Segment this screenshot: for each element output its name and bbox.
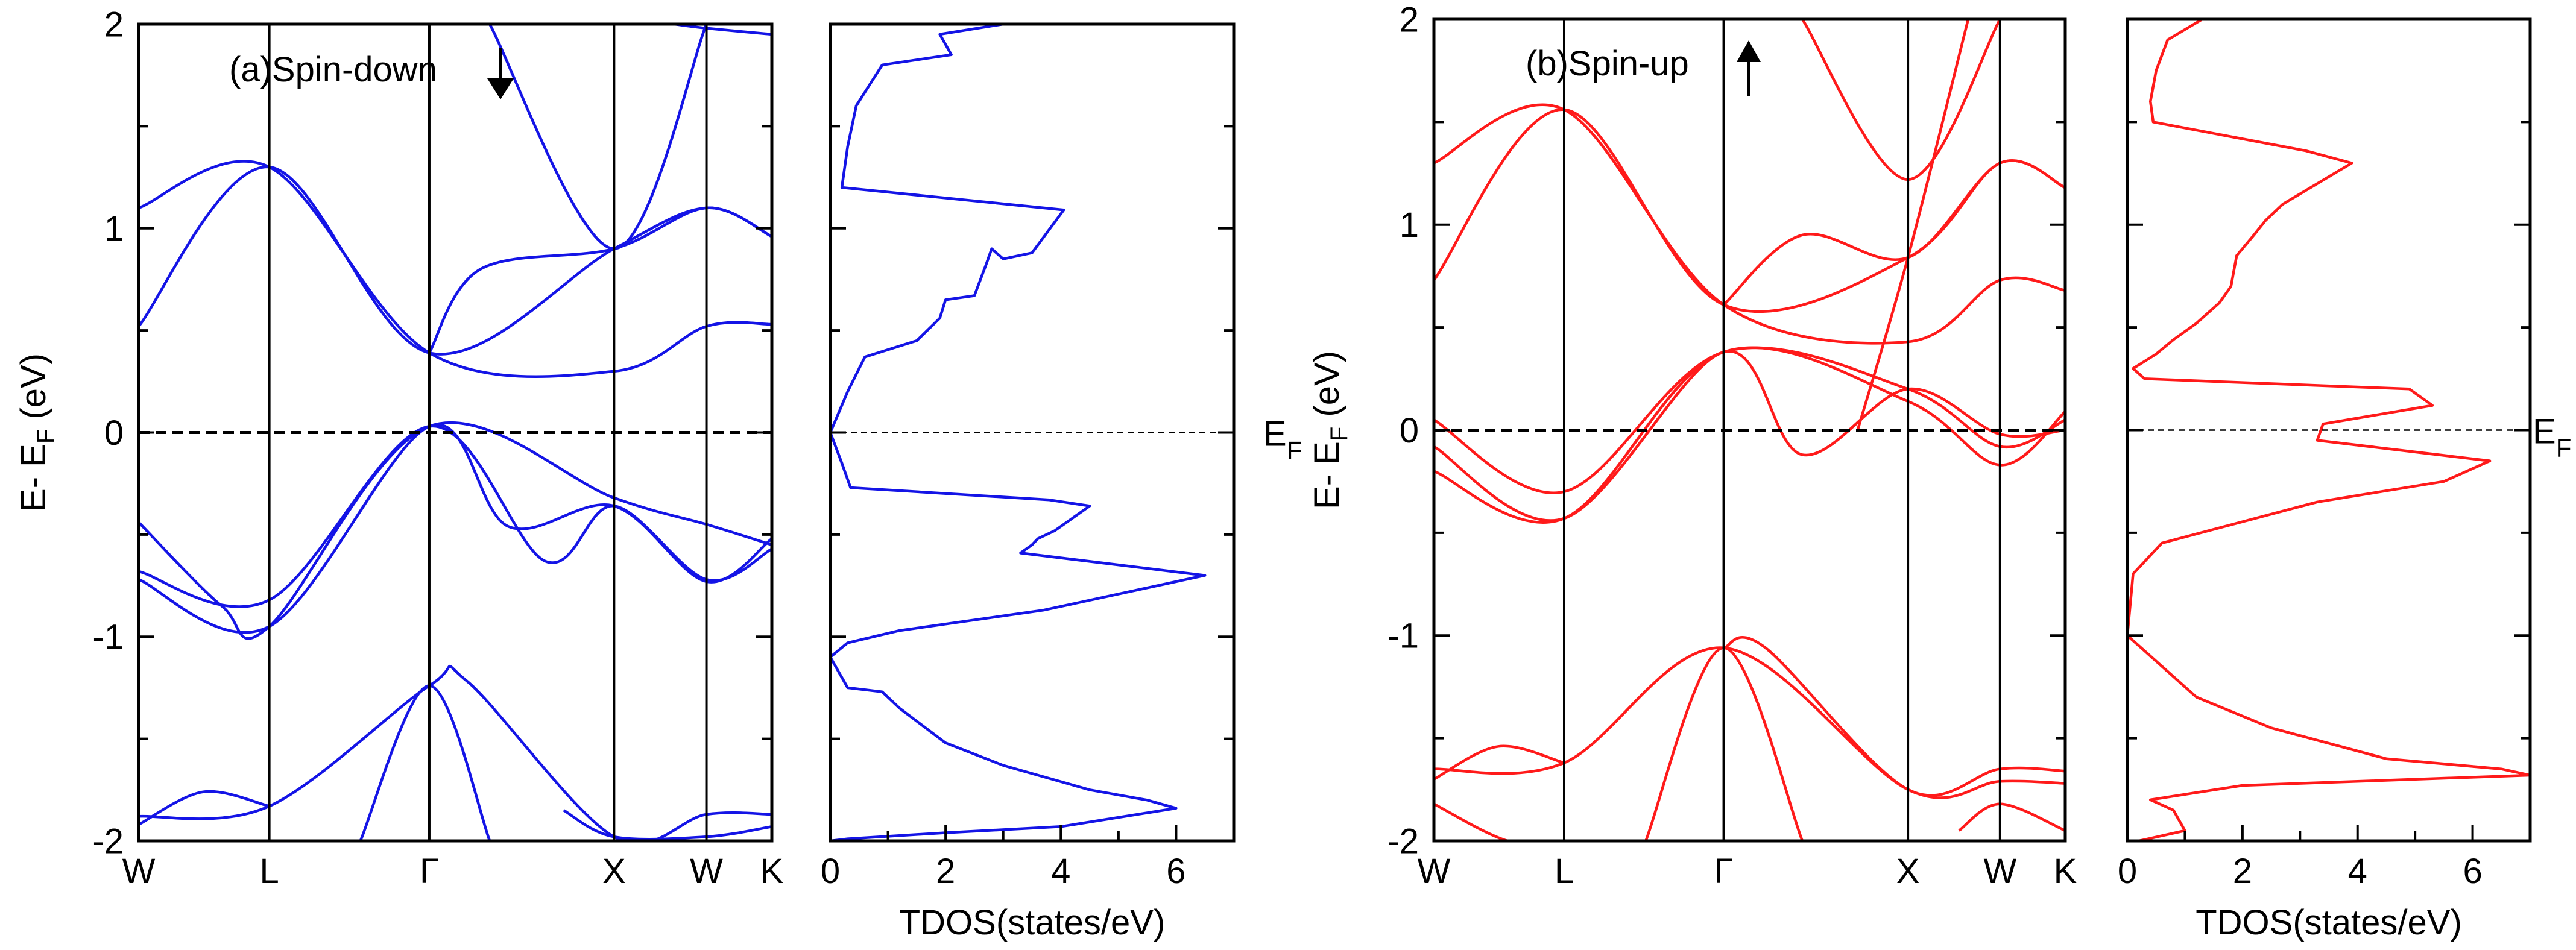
kpoint-label: W [690, 852, 723, 891]
band-line-11 [1434, 103, 2065, 345]
y-tick-label: -1 [1387, 617, 1419, 656]
band-line-3 [359, 684, 491, 841]
y-axis-label-main: E- E [14, 444, 53, 512]
band-line-5 [139, 423, 772, 634]
y-tick-label: -2 [1387, 822, 1419, 861]
x-tick-label: 2 [936, 852, 955, 891]
x-tick-label: 6 [1166, 852, 1185, 891]
band-line-13 [1801, 19, 2001, 181]
kpoint-label: L [1555, 852, 1574, 891]
kpoint-label: K [2054, 852, 2077, 891]
band-line-6 [1958, 802, 2065, 832]
x-axis-label: TDOS(states/eV) [2196, 903, 2462, 942]
band-line-1 [139, 664, 772, 841]
y-axis-label: E- EF (eV) [14, 353, 59, 512]
band-line-2 [1434, 744, 1565, 781]
band-line-3 [1434, 802, 1564, 841]
y-axis-label-unit: (eV) [14, 353, 53, 429]
y-tick-label: -2 [92, 822, 124, 861]
y-tick-label: 2 [1400, 0, 1419, 39]
arrow-up-icon [1737, 40, 1761, 96]
x-tick-label: 2 [2233, 852, 2252, 891]
band-line-8 [1434, 346, 2065, 494]
y-tick-label: 0 [104, 414, 124, 453]
band-line-9 [1434, 350, 2065, 522]
band-line-10 [1434, 108, 2065, 313]
band-line-2 [139, 790, 270, 826]
dos-curve-group [2127, 19, 2530, 841]
y-tick-label: 1 [1400, 206, 1419, 245]
band-line-8 [139, 165, 772, 356]
kpoint-label: K [760, 852, 784, 891]
x-tick-label: 0 [821, 852, 840, 891]
dos-curve [830, 24, 1207, 841]
band-line-1 [1434, 646, 2065, 799]
fermi-label: EF [2533, 412, 2571, 462]
band-line-5 [1723, 636, 2065, 797]
y-tick-label: 0 [1400, 411, 1419, 450]
fermi-label-sub: F [1287, 436, 1302, 465]
band-line-11 [488, 24, 708, 250]
band-line-9 [139, 160, 772, 379]
y-axis-label-main: E- E [1307, 441, 1346, 509]
fermi-label-main: E [1263, 415, 1287, 454]
kpoint-label: L [259, 852, 279, 891]
x-tick-label: 0 [2118, 852, 2137, 891]
y-axis-label-sub: F [33, 429, 59, 444]
y-tick-label: -1 [92, 618, 124, 657]
y-axis-label-sub: F [1326, 427, 1353, 441]
kpoint-label: W [122, 852, 156, 891]
kpoint-label: W [1983, 852, 2016, 891]
panel-title: (a)Spin-down [229, 50, 437, 89]
y-tick-label: 2 [104, 5, 124, 44]
fermi-label-sub: F [2556, 434, 2572, 462]
panel-title: (b)Spin-up [1526, 44, 1689, 83]
y-tick-label: 1 [104, 209, 124, 248]
band-line-14 [1856, 19, 1970, 431]
band-line-12 [674, 24, 772, 36]
x-tick-label: 4 [1051, 852, 1070, 891]
arrow-down-icon [487, 48, 514, 99]
fermi-label-main: E [2533, 412, 2556, 451]
dos-curve-group [830, 24, 1207, 841]
kpoint-label: X [602, 852, 626, 891]
band-line-4 [563, 809, 772, 841]
fermi-label: EF [1263, 415, 1302, 465]
band-line-12 [1723, 159, 2065, 306]
kpoint-label: X [1896, 852, 1920, 891]
x-axis-label: TDOS(states/eV) [899, 903, 1166, 942]
kpoint-label: Γ [420, 852, 439, 891]
dos-curve [2127, 19, 2530, 841]
y-axis-label: E- EF (eV) [1307, 351, 1353, 509]
x-tick-label: 6 [2463, 852, 2482, 891]
band-line-7 [139, 421, 772, 640]
x-tick-label: 4 [2348, 852, 2367, 891]
kpoint-label: Γ [1714, 852, 1734, 891]
band-line-10 [428, 206, 772, 354]
band-line-7 [1434, 346, 2065, 524]
kpoint-label: W [1418, 852, 1451, 891]
y-axis-label-unit: (eV) [1307, 351, 1346, 427]
